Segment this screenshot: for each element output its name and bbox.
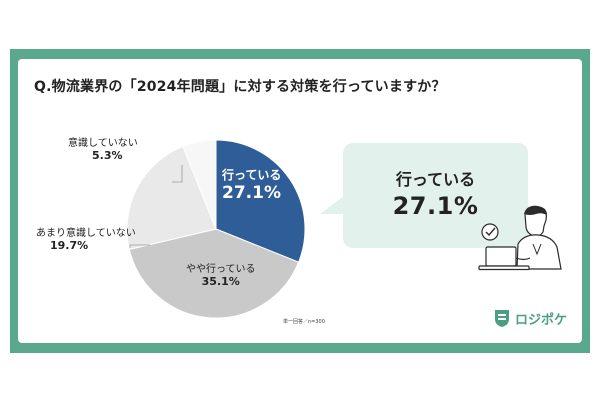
pie-slice-1	[215, 139, 306, 263]
slice-4-name: 意識していない	[68, 138, 138, 149]
slice-label-2: やや行っている 35.1%	[186, 260, 256, 288]
sample-note: 単一回答／n=300	[283, 319, 325, 325]
pie-slice-2	[128, 228, 300, 319]
slice-1-name: 行っている	[222, 168, 282, 182]
check-circle-icon	[481, 223, 499, 241]
shield-logo-icon	[495, 310, 509, 327]
slice-4-value: 5.3%	[92, 149, 123, 162]
callout-label: 行っている	[395, 170, 476, 189]
callout-text: 行っている 27.1%	[343, 166, 528, 220]
pie-slice-3	[126, 145, 217, 250]
slice-2-name: やや行っている	[186, 264, 256, 275]
slice-3-name: あまり意識していない	[36, 228, 136, 239]
slice-label-3: あまり意識していない 19.7%	[36, 224, 136, 252]
slice-1-value: 27.1%	[222, 183, 281, 203]
leader-line-2	[172, 165, 183, 183]
chart-title: Q.物流業界の「2024年問題」に対する対策を行っていますか？	[34, 79, 446, 95]
pie-slice-4	[182, 139, 217, 230]
slice-3-value: 19.7%	[50, 239, 89, 252]
slice-2-value: 35.1%	[201, 275, 240, 288]
brand-logo: ロジポケ	[493, 308, 567, 328]
logo-text: ロジポケ	[515, 312, 568, 328]
slice-label-4: 意識していない 5.3%	[68, 134, 138, 162]
callout-value: 27.1%	[392, 192, 479, 220]
slice-label-1: 行っている 27.1%	[222, 166, 281, 203]
leader-line-1	[129, 244, 150, 248]
